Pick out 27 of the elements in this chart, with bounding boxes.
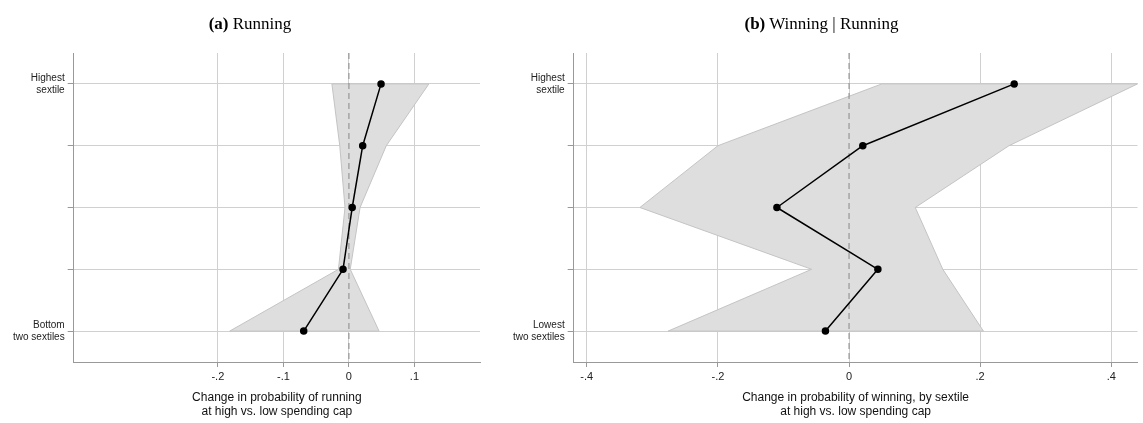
point xyxy=(1010,80,1018,88)
y-tick-label: Highest sextile xyxy=(30,71,66,95)
y-tick-label: Highest sextile xyxy=(530,71,566,95)
x-tick-label: 0 xyxy=(345,369,352,382)
point xyxy=(821,327,830,335)
point xyxy=(339,265,347,274)
x-tick-label: -.2 xyxy=(711,369,725,382)
point xyxy=(377,80,385,88)
x-tick-label: -.4 xyxy=(580,369,594,382)
point xyxy=(348,203,356,212)
y-tick-label: Bottom two sextiles xyxy=(13,318,65,342)
point xyxy=(874,265,882,274)
x-tick-label: .2 xyxy=(975,369,985,382)
y-tick-label: Lowest two sextiles xyxy=(513,318,565,342)
point xyxy=(773,203,781,212)
x-tick-label: .4 xyxy=(1106,369,1116,382)
point xyxy=(299,327,308,335)
point xyxy=(859,141,867,150)
x-tick-label: 0 xyxy=(845,369,853,382)
x-axis-title: Change in probability of winning, by sextile at high vs. low spending cap xyxy=(742,389,970,419)
x-tick-label: -.2 xyxy=(211,369,225,382)
chart-title: (a) Running xyxy=(207,13,293,35)
x-tick-label: -.1 xyxy=(276,369,290,382)
x-axis-title: Change in probability of running at high vs. low spending cap xyxy=(192,389,362,419)
x-tick-label: .1 xyxy=(409,369,420,382)
chart-title: (b) Winning | Running xyxy=(743,13,900,35)
point xyxy=(358,141,367,150)
